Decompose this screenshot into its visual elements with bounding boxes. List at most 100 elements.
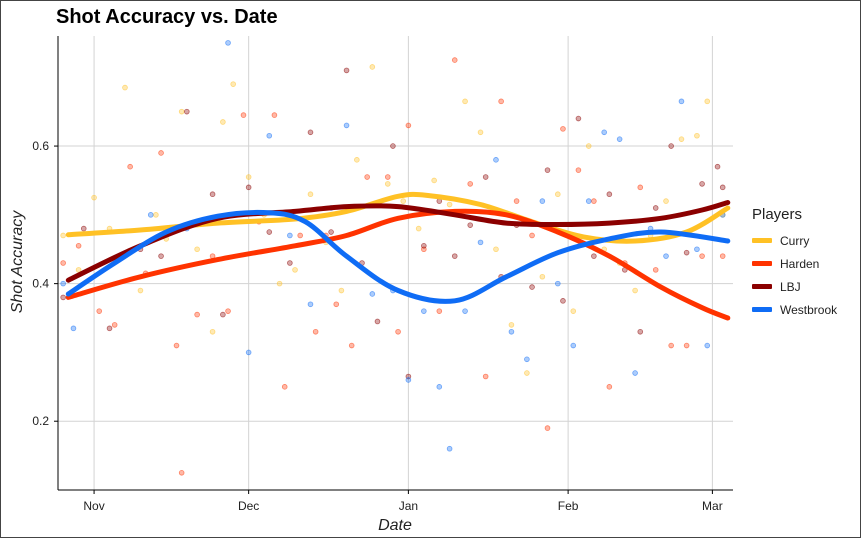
- legend-label-curry: Curry: [780, 233, 810, 248]
- data-point-curry: [493, 246, 499, 253]
- data-point-harden: [297, 232, 303, 239]
- data-point-lbj: [287, 260, 293, 266]
- chart-title: Shot Accuracy vs. Date: [56, 6, 278, 28]
- data-point-harden: [281, 384, 288, 390]
- legend-item-curry: Curry: [752, 229, 837, 252]
- data-point-westbrook: [225, 40, 231, 46]
- data-point-harden: [591, 198, 597, 204]
- data-point-lbj: [220, 311, 226, 318]
- y-tick-label: 0.6: [32, 139, 49, 153]
- data-point-curry: [477, 129, 484, 136]
- data-point-westbrook: [694, 246, 700, 253]
- data-point-westbrook: [60, 280, 66, 287]
- data-point-curry: [338, 287, 345, 294]
- data-point-westbrook: [405, 377, 412, 383]
- data-point-westbrook: [663, 253, 669, 259]
- data-point-westbrook: [570, 342, 577, 349]
- data-point-harden: [364, 174, 370, 180]
- trend-line-harden: [65, 208, 731, 321]
- data-point-lbj: [575, 115, 582, 122]
- data-point-harden: [637, 184, 644, 191]
- legend-swatch-curry: [752, 238, 772, 243]
- data-point-westbrook: [539, 198, 546, 204]
- data-point-harden: [271, 112, 278, 118]
- data-point-curry: [220, 119, 226, 125]
- data-point-westbrook: [585, 198, 592, 204]
- x-tick-label: Nov: [83, 499, 104, 513]
- data-point-lbj: [374, 318, 381, 325]
- data-point-westbrook: [555, 280, 561, 287]
- data-point-curry: [632, 287, 638, 294]
- data-point-harden: [575, 167, 582, 173]
- data-point-lbj: [591, 253, 597, 259]
- data-point-westbrook: [601, 129, 607, 136]
- y-axis-title: Shot Accuracy: [9, 210, 26, 314]
- data-point-lbj: [683, 249, 690, 256]
- data-point-curry: [209, 328, 216, 335]
- data-point-harden: [560, 126, 566, 132]
- data-point-harden: [467, 181, 474, 187]
- data-point-westbrook: [524, 356, 530, 363]
- legend-swatch-harden: [752, 261, 772, 266]
- data-point-harden: [719, 253, 726, 259]
- data-point-lbj: [245, 184, 252, 191]
- data-point-westbrook: [508, 328, 515, 335]
- data-point-westbrook: [245, 349, 252, 356]
- data-point-lbj: [544, 167, 551, 173]
- x-tick-label: Dec: [238, 499, 259, 513]
- data-point-harden: [96, 308, 103, 314]
- data-point-harden: [436, 308, 443, 314]
- data-point-lbj: [482, 174, 489, 180]
- grid-layer: [58, 36, 733, 490]
- data-point-curry: [704, 98, 711, 105]
- data-point-westbrook: [616, 136, 623, 142]
- y-tick-label: 0.4: [32, 277, 49, 291]
- data-point-curry: [292, 267, 298, 273]
- data-point-westbrook: [632, 370, 638, 376]
- x-axis-title: Date: [378, 517, 412, 534]
- data-point-curry: [400, 198, 407, 204]
- data-point-westbrook: [477, 239, 484, 246]
- data-point-harden: [652, 267, 659, 273]
- data-point-harden: [482, 373, 489, 380]
- points-layer: [60, 40, 726, 476]
- data-point-harden: [178, 470, 185, 476]
- data-point-harden: [384, 174, 391, 180]
- legend-items: Curry Harden LBJ Westbrook: [752, 229, 837, 321]
- data-point-curry: [194, 246, 200, 253]
- data-point-lbj: [451, 253, 458, 259]
- data-point-lbj: [421, 243, 427, 249]
- data-point-harden: [240, 112, 247, 118]
- data-point-lbj: [699, 181, 705, 187]
- data-point-lbj: [328, 229, 334, 235]
- data-point-curry: [415, 225, 422, 232]
- data-point-lbj: [668, 143, 674, 149]
- trend-line-curry: [65, 191, 731, 244]
- data-point-westbrook: [70, 325, 77, 332]
- legend-title: Players: [752, 206, 803, 223]
- data-point-lbj: [158, 253, 164, 259]
- y-tick-label: 0.2: [32, 414, 49, 428]
- data-point-harden: [529, 232, 535, 239]
- data-point-westbrook: [446, 445, 453, 452]
- data-point-curry: [384, 181, 391, 187]
- data-point-westbrook: [421, 308, 427, 314]
- legend: Players Curry Harden LBJ Westbrook: [752, 206, 837, 321]
- legend-swatch-lbj: [752, 284, 772, 289]
- data-point-westbrook: [462, 308, 468, 314]
- data-point-harden: [668, 342, 674, 349]
- axis-layer: [57, 36, 733, 491]
- data-point-harden: [395, 328, 401, 335]
- data-point-curry: [122, 84, 128, 91]
- data-point-curry: [178, 108, 185, 115]
- legend-item-westbrook: Westbrook: [752, 298, 837, 321]
- data-point-lbj: [529, 284, 535, 290]
- tick-layer: Nov Dec Jan Feb Mar 0.2 0.4 0.6: [32, 139, 722, 513]
- data-point-curry: [75, 267, 82, 273]
- data-point-harden: [348, 342, 355, 349]
- data-point-harden: [60, 260, 66, 266]
- data-point-lbj: [343, 67, 350, 74]
- data-point-curry: [462, 98, 468, 105]
- data-point-harden: [225, 308, 231, 314]
